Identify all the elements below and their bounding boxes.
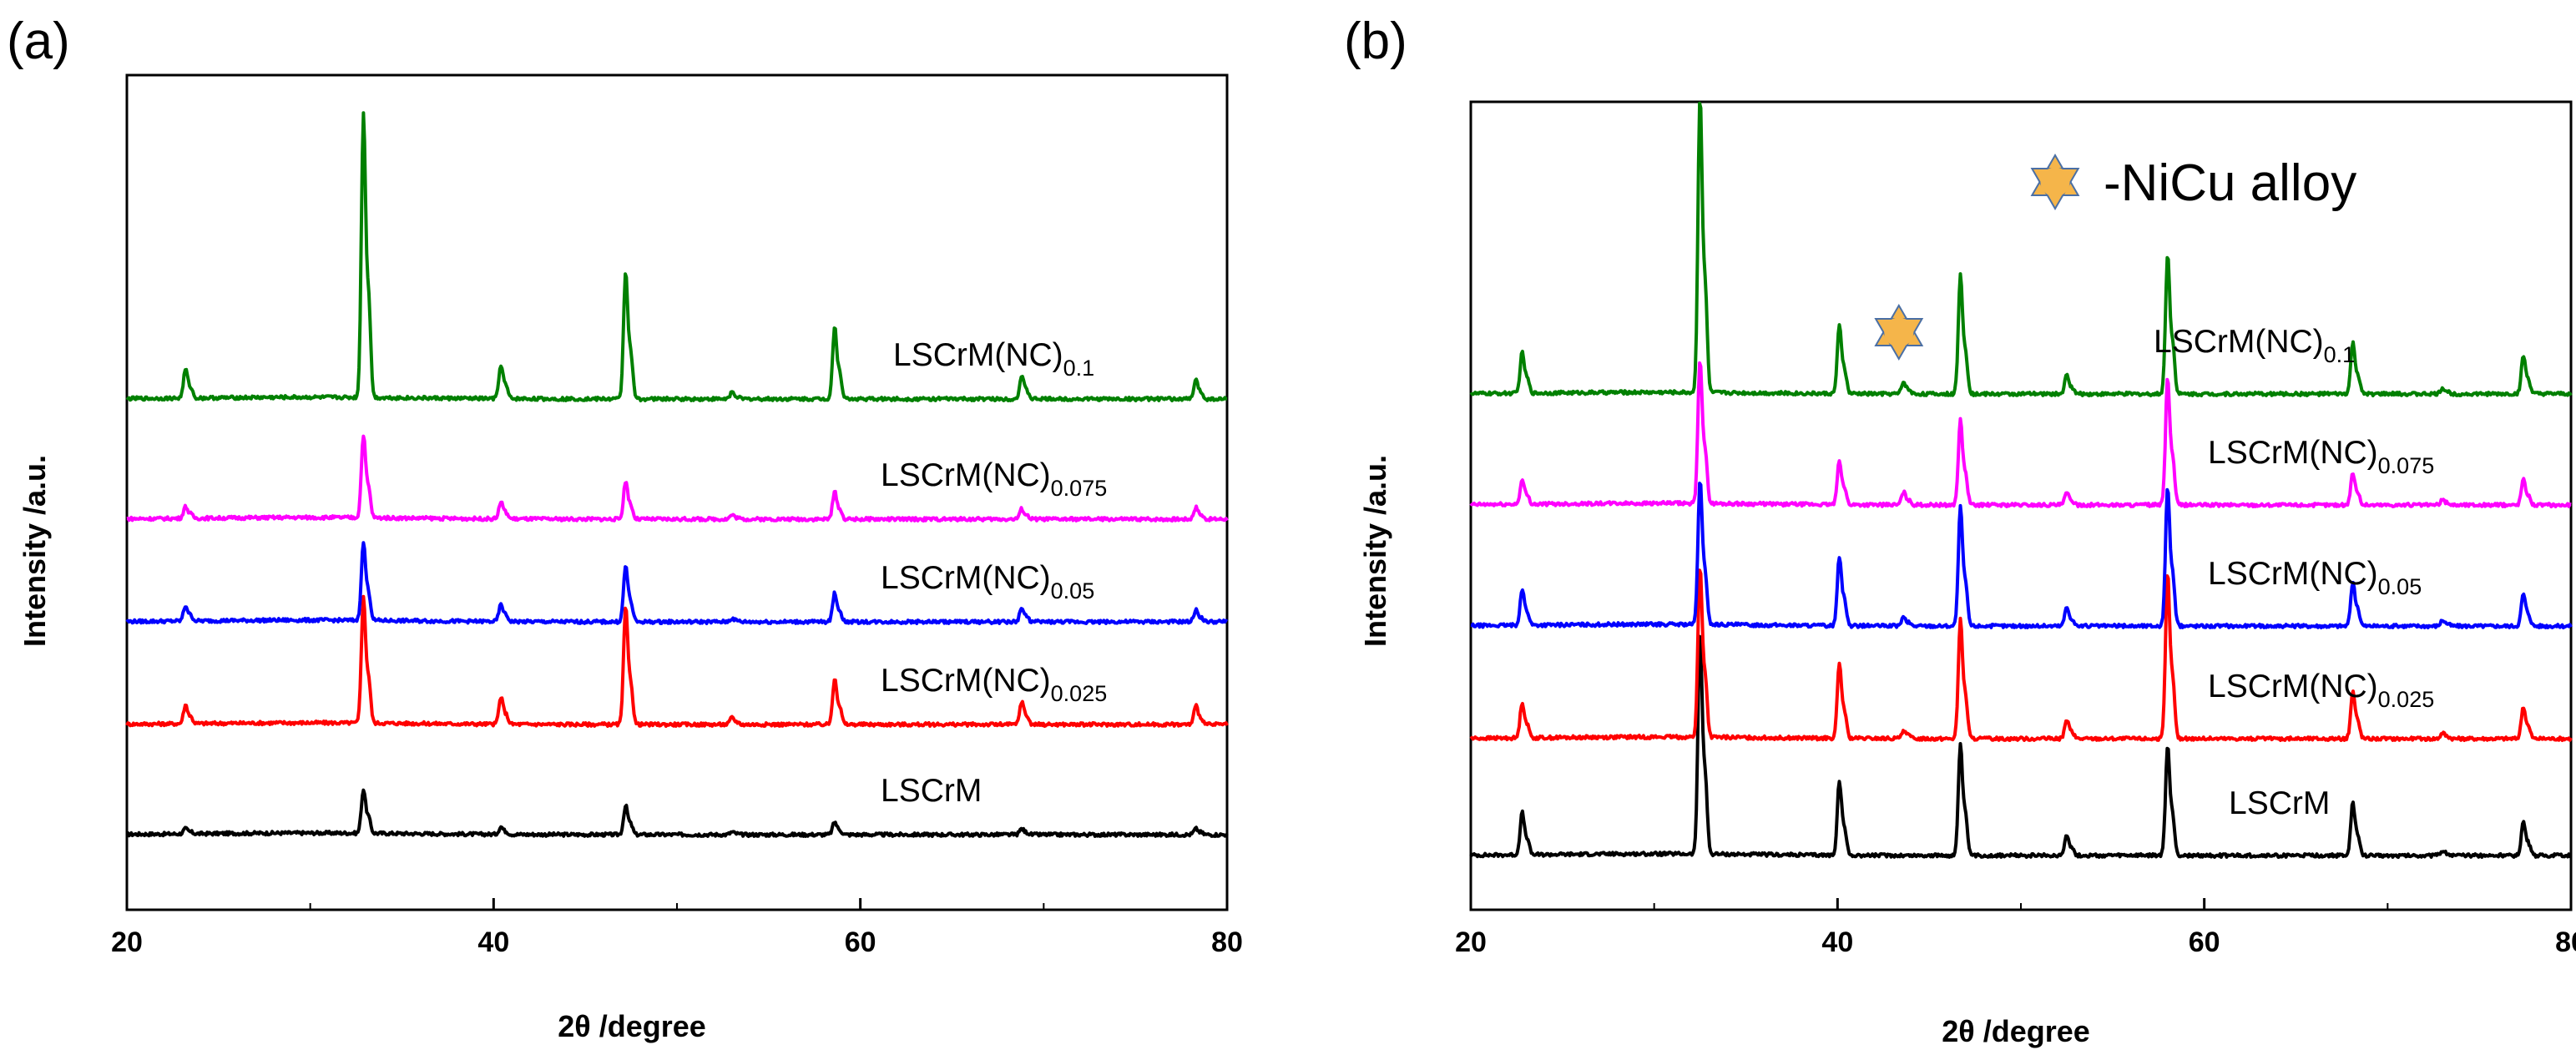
series-label-main: LSCrM(NC)	[881, 457, 1051, 493]
x-tick-label: 60	[845, 926, 876, 958]
series-label: LSCrM(NC)0.1	[893, 337, 1094, 381]
panel-a-x-ticks: 20 40 60 80	[111, 898, 1243, 958]
xrd-trace-lscrm-nc-0-075	[1469, 361, 2572, 508]
xrd-trace-lscrm	[1469, 634, 2572, 859]
panel-b-x-ticks: 20 40 60 80	[1455, 898, 2576, 958]
panel-a-label: (a)	[7, 13, 70, 70]
series-label-main: LSCrM(NC)	[2208, 435, 2378, 471]
panel-b-plot-area	[1469, 100, 2573, 911]
series-label-subscript: 0.025	[1051, 681, 1108, 706]
series-label: LSCrM(NC)0.075	[881, 457, 1107, 501]
panel-b-label: (b)	[1344, 13, 1407, 70]
series-label-main: LSCrM	[881, 773, 982, 809]
series-label-subscript: 0.05	[2378, 574, 2422, 599]
x-tick-label: 20	[1455, 926, 1487, 958]
series-label: LSCrM(NC)0.025	[881, 663, 1107, 706]
xrd-trace-lscrm-nc-0-025	[125, 594, 1229, 728]
panel-b-x-axis-label: 2θ /degree	[1942, 1014, 2090, 1048]
panel-a-series-labels: LSCrMLSCrM(NC)0.025LSCrM(NC)0.05LSCrM(NC…	[881, 337, 1107, 809]
series-label: LSCrM(NC)0.025	[2208, 669, 2434, 712]
xrd-trace-lscrm-nc-0-05	[125, 541, 1229, 625]
series-label-main: LSCrM(NC)	[2208, 556, 2378, 592]
nicu-alloy-peak-star-icon	[1874, 303, 1924, 361]
series-label: LSCrM(NC)0.05	[2208, 556, 2422, 599]
xrd-trace-lscrm-nc-0-05	[1470, 482, 2573, 629]
panel-b: (b) Intensity /a.u. 2θ /degree 20406080 …	[1344, 13, 2576, 1048]
series-label: LSCrM	[881, 773, 982, 809]
series-label-subscript: 0.025	[2378, 687, 2435, 712]
series-label: LSCrM(NC)0.05	[881, 560, 1094, 603]
series-label-subscript: 0.075	[2378, 453, 2435, 478]
series-label-subscript: 0.1	[1063, 356, 1095, 381]
series-label: LSCrM	[2229, 785, 2330, 821]
xrd-trace-lscrm-nc-0-1	[1469, 101, 2573, 397]
x-tick-label: 60	[2189, 926, 2220, 958]
xrd-trace-lscrm-nc-0-025	[1469, 568, 2573, 742]
panel-a: (a) Intensity /a.u. 2θ /degree 20 40 60 80 …	[7, 13, 1243, 1043]
xrd-trace-lscrm-nc-0-1	[125, 111, 1228, 402]
xrd-trace-lscrm-nc-0-075	[126, 434, 1229, 522]
panel-b-y-axis-label: Intensity /a.u.	[1358, 455, 1392, 647]
series-label: LSCrM(NC)0.1	[2154, 324, 2355, 367]
panel-a-x-axis-label: 2θ /degree	[558, 1009, 706, 1043]
series-label-subscript: 0.075	[1051, 476, 1108, 501]
series-label-main: LSCrM(NC)	[881, 663, 1051, 699]
legend-label-nicu-alloy: -NiCu alloy	[2104, 154, 2356, 212]
x-tick-label: 40	[1821, 926, 1853, 958]
series-label-subscript: 0.05	[1051, 578, 1095, 603]
series-label-main: LSCrM(NC)	[2208, 669, 2378, 704]
series-label: LSCrM(NC)0.075	[2208, 435, 2434, 478]
series-label-main: LSCrM	[2229, 785, 2330, 821]
legend-star-shape	[2030, 153, 2080, 211]
x-tick-label: 80	[1211, 926, 1243, 958]
panel-b-series-labels: LSCrMLSCrM(NC)0.025LSCrM(NC)0.05LSCrM(NC…	[2154, 324, 2434, 821]
series-label-main: LSCrM(NC)	[893, 337, 1063, 373]
series-label-subscript: 0.1	[2324, 342, 2356, 367]
panel-b-legend: -NiCu alloy	[2030, 153, 2356, 212]
nicu-alloy-star-icon	[2030, 153, 2080, 211]
xrd-trace-lscrm	[126, 788, 1229, 838]
x-tick-label: 80	[2555, 926, 2576, 958]
series-label-main: LSCrM(NC)	[881, 560, 1051, 596]
panel-a-y-axis-label: Intensity /a.u.	[18, 455, 52, 647]
x-tick-label: 20	[111, 926, 143, 958]
series-label-main: LSCrM(NC)	[2154, 324, 2324, 360]
x-tick-label: 40	[477, 926, 509, 958]
